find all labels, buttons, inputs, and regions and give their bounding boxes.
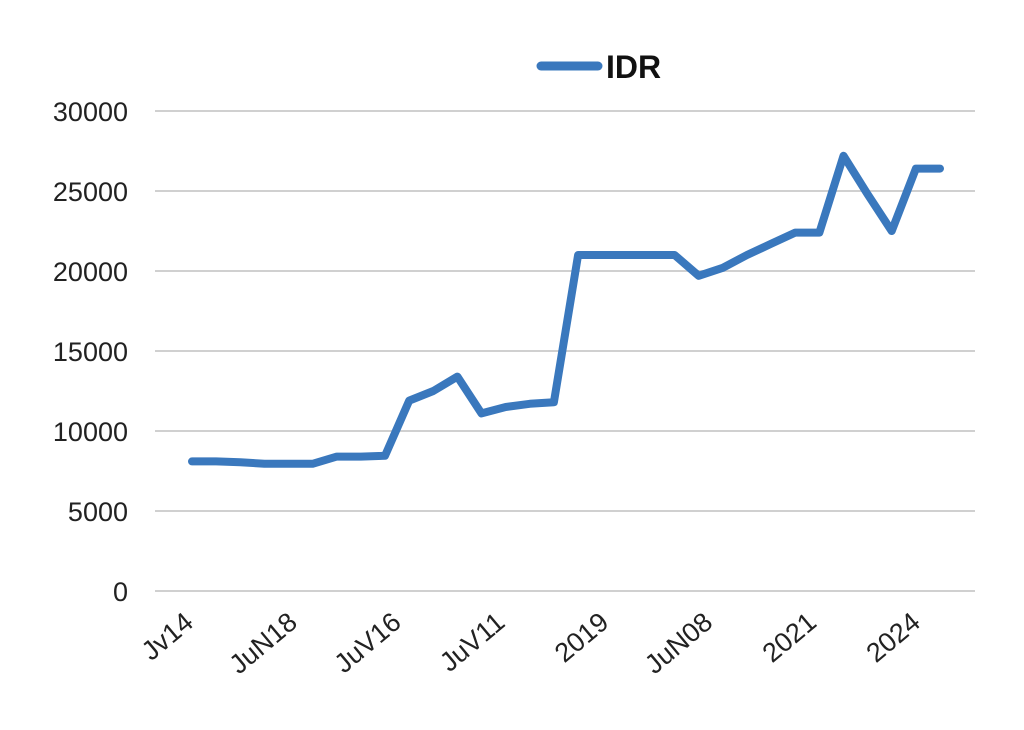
x-tick-label: 2019 <box>549 607 614 669</box>
y-tick-label: 5000 <box>68 497 128 527</box>
y-tick-label: 25000 <box>53 177 128 207</box>
gridlines <box>155 110 975 592</box>
x-tick-label: Jv14 <box>136 607 199 667</box>
x-tick-label: JuN18 <box>224 607 303 680</box>
x-tick-label: JuV16 <box>329 607 407 679</box>
x-axis-ticks: Jv14 JuN18 JuV16 JuV11 2019 JuN08 2021 2024 <box>136 607 926 680</box>
y-tick-label: 30000 <box>53 97 128 127</box>
y-tick-label: 15000 <box>53 337 128 367</box>
series-lines <box>188 151 944 468</box>
x-tick-label: JuV11 <box>434 607 510 678</box>
x-tick-label: 2021 <box>757 607 822 669</box>
x-tick-label: 2024 <box>861 607 926 669</box>
legend-label: IDR <box>606 49 661 85</box>
y-axis-ticks: 0 5000 10000 15000 20000 25000 30000 <box>53 97 128 607</box>
y-tick-label: 20000 <box>53 257 128 287</box>
legend: IDR <box>536 49 661 85</box>
series-line-idr <box>188 151 944 468</box>
x-tick-label: JuN08 <box>639 607 718 680</box>
y-tick-label: 10000 <box>53 417 128 447</box>
y-tick-label: 0 <box>113 577 128 607</box>
